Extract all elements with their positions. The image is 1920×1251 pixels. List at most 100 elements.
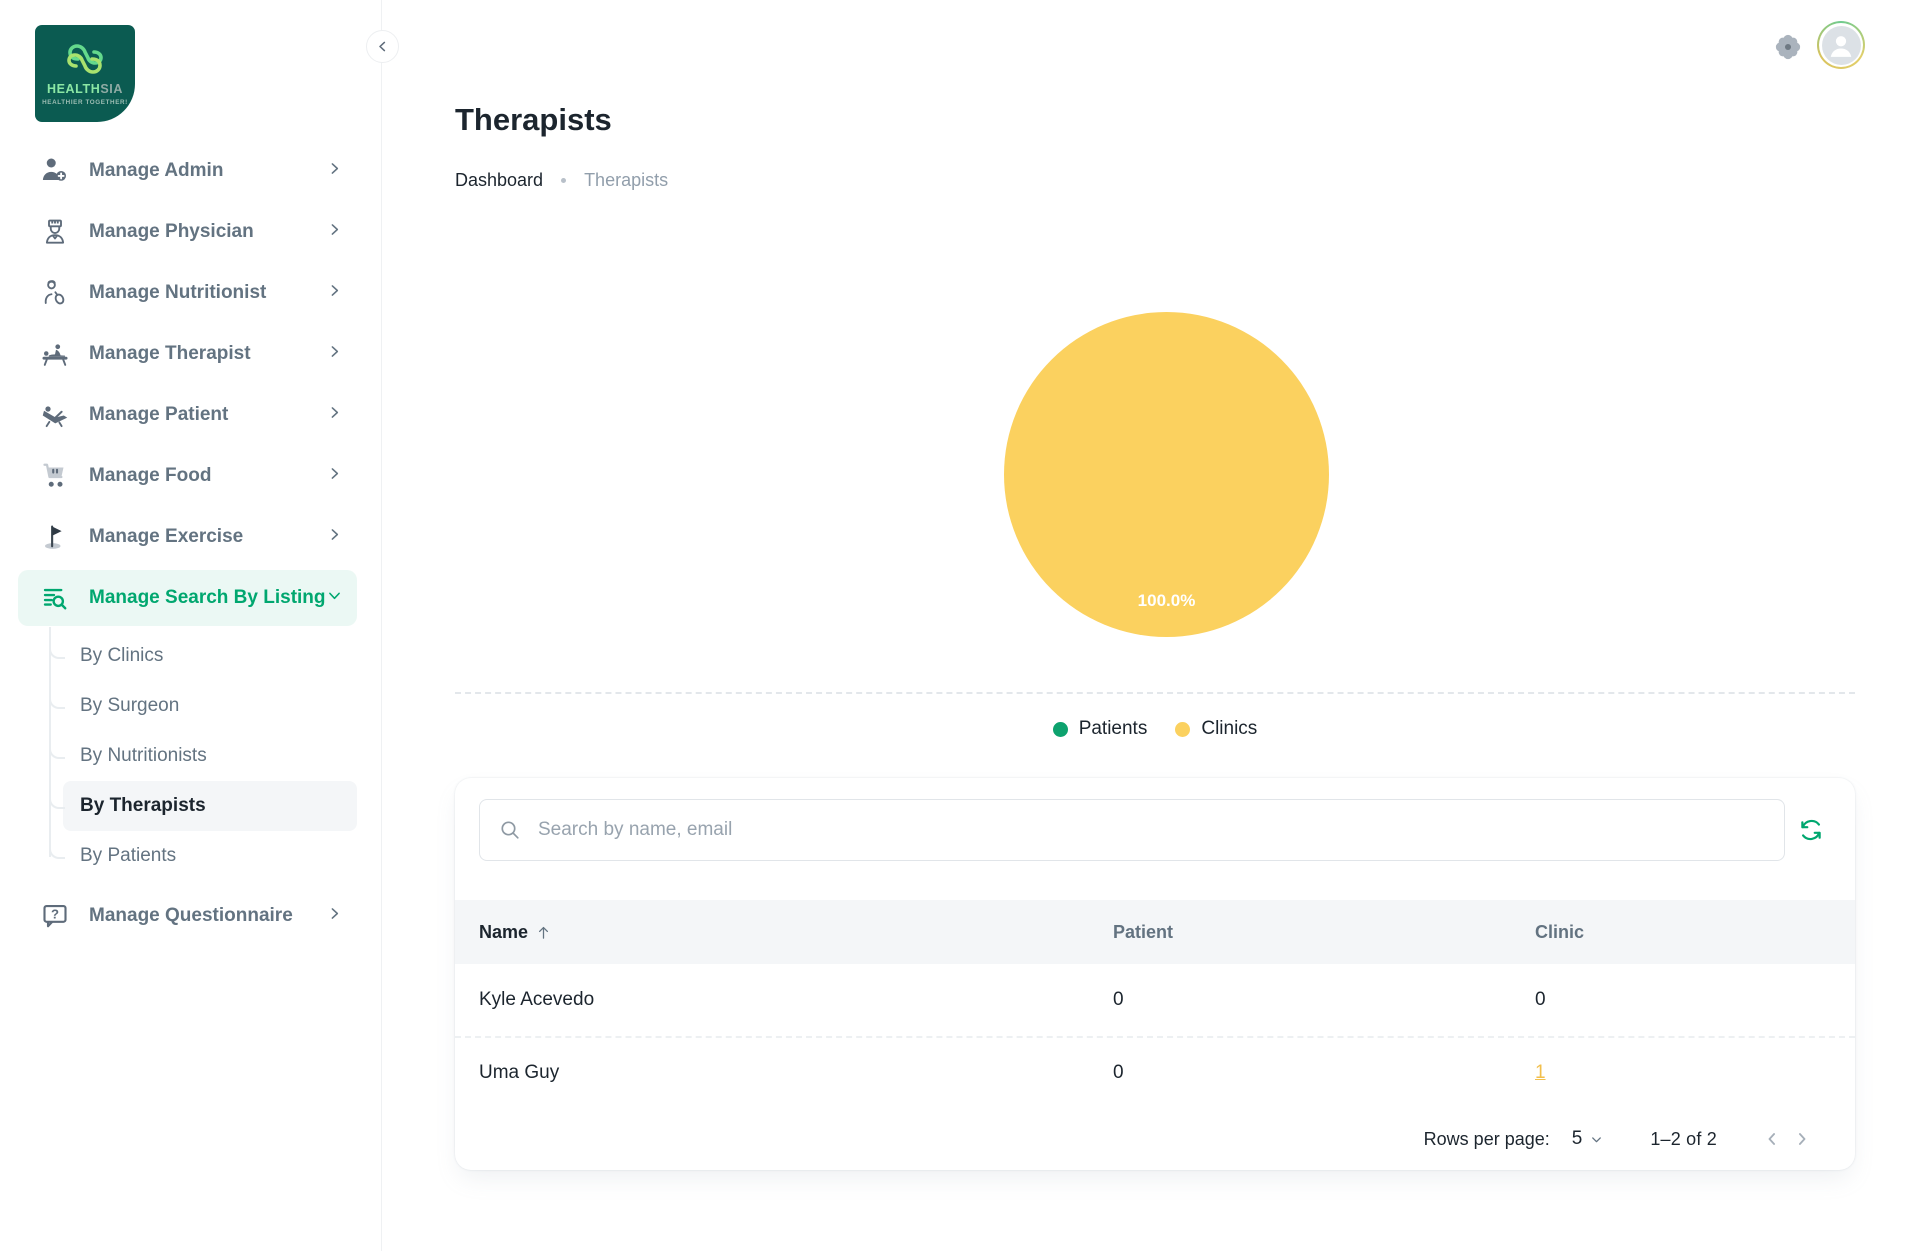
chevron-right-icon bbox=[326, 526, 343, 548]
account-avatar[interactable] bbox=[1817, 21, 1865, 69]
chevron-down-icon bbox=[1592, 1136, 1602, 1142]
logo-tagline: HEALTHIER TOGETHER! bbox=[42, 98, 128, 106]
table-row[interactable]: Uma Guy 0 1 bbox=[455, 1036, 1855, 1108]
pie-slice-percentage-label: 100.0% bbox=[1137, 591, 1196, 610]
chevron-right-icon bbox=[326, 282, 343, 304]
refresh-button[interactable] bbox=[1793, 812, 1829, 848]
search-by-listing-submenu: By Clinics By Surgeon By Nutritionists B… bbox=[18, 627, 357, 881]
refresh-icon bbox=[1801, 819, 1821, 841]
submenu-connector-line bbox=[49, 627, 51, 857]
search-input[interactable] bbox=[479, 799, 1785, 861]
legend-item-patients[interactable]: Patients bbox=[1052, 718, 1148, 740]
cell-name: Uma Guy bbox=[479, 1062, 560, 1083]
avatar-ring-gap bbox=[1819, 23, 1863, 67]
column-header-name[interactable]: Name bbox=[479, 922, 1113, 943]
therapists-table-card: Name Patient Clinic Kyle Acevedo 0 0 Uma… bbox=[455, 778, 1855, 1170]
previous-page-button[interactable] bbox=[1757, 1124, 1787, 1154]
sidebar-item-manage-food[interactable]: Manage Food bbox=[18, 448, 357, 504]
breadcrumb-therapists: Therapists bbox=[584, 170, 669, 190]
chevron-right-icon bbox=[326, 905, 343, 927]
sidebar-item-label: Manage Physician bbox=[89, 221, 254, 242]
settings-button[interactable] bbox=[1774, 33, 1802, 61]
sidebar-item-manage-questionnaire[interactable]: ? Manage Questionnaire bbox=[18, 888, 357, 944]
sidebar-item-label: Manage Therapist bbox=[89, 343, 251, 364]
chevron-right-icon bbox=[326, 160, 343, 182]
sidebar-item-manage-search-by-listing[interactable]: Manage Search By Listing bbox=[18, 570, 357, 626]
rows-per-page-value: 5 bbox=[1571, 1128, 1583, 1149]
sidebar-item-label: By Therapists bbox=[80, 795, 206, 816]
nutritionist-icon bbox=[40, 278, 70, 308]
sidebar-item-label: Manage Nutritionist bbox=[89, 282, 267, 303]
page-title: Therapists bbox=[455, 102, 612, 137]
sidebar-item-label: By Clinics bbox=[80, 645, 164, 666]
legend-item-clinics[interactable]: Clinics bbox=[1175, 718, 1257, 740]
sidebar-item-manage-physician[interactable]: Manage Physician bbox=[18, 204, 357, 260]
chevron-down-icon bbox=[326, 587, 343, 609]
chevron-right-icon bbox=[326, 404, 343, 426]
table-pagination: Rows per page: 5 1–2 of 2 bbox=[455, 1108, 1855, 1170]
cell-patient-count: 0 bbox=[1113, 1062, 1124, 1083]
avatar-placeholder bbox=[1821, 25, 1861, 65]
cell-name: Kyle Acevedo bbox=[479, 989, 595, 1010]
sidebar-collapse-button[interactable] bbox=[366, 30, 399, 63]
person-icon bbox=[1830, 36, 1852, 57]
sidebar-item-label: Manage Questionnaire bbox=[89, 905, 293, 926]
breadcrumb-separator-dot bbox=[561, 178, 567, 183]
chevron-left-icon bbox=[379, 41, 386, 52]
table-row[interactable]: Kyle Acevedo 0 0 bbox=[455, 964, 1855, 1036]
question-bubble-icon: ? bbox=[40, 901, 70, 931]
sidebar-item-manage-therapist[interactable]: Manage Therapist bbox=[18, 326, 357, 382]
sidebar-item-by-surgeon[interactable]: By Surgeon bbox=[49, 681, 357, 731]
massage-table-icon bbox=[40, 339, 70, 369]
clinics-color-dot bbox=[1175, 721, 1191, 737]
svg-text:?: ? bbox=[51, 907, 59, 922]
table-header-row: Name Patient Clinic bbox=[455, 900, 1855, 964]
sidebar-item-label: Manage Exercise bbox=[89, 526, 244, 547]
chart-legend: Patients Clinics bbox=[455, 718, 1855, 740]
sidebar-item-by-clinics[interactable]: By Clinics bbox=[49, 631, 357, 681]
legend-label: Clinics bbox=[1201, 718, 1258, 739]
sidebar-item-label: Manage Search By Listing bbox=[89, 587, 326, 608]
chevron-right-icon bbox=[326, 343, 343, 365]
sidebar-divider bbox=[381, 0, 382, 1251]
pie-chart-clinics-slice[interactable]: 100.0% bbox=[1004, 312, 1329, 637]
page-range-label: 1–2 of 2 bbox=[1650, 1128, 1717, 1149]
rows-per-page-select[interactable]: 5 bbox=[1572, 1128, 1605, 1150]
column-header-patient[interactable]: Patient bbox=[1113, 921, 1174, 942]
physician-icon bbox=[40, 217, 70, 247]
sidebar-item-manage-admin[interactable]: Manage Admin bbox=[18, 143, 357, 199]
rows-per-page-label: Rows per page: bbox=[1423, 1128, 1550, 1149]
sidebar: HEALTHSIA HEALTHIER TOGETHER! Manage Adm… bbox=[0, 0, 381, 1251]
recliner-patient-icon bbox=[40, 400, 70, 430]
chevron-right-icon bbox=[1799, 1133, 1806, 1145]
sidebar-item-manage-patient[interactable]: Manage Patient bbox=[18, 387, 357, 443]
sidebar-item-label: By Surgeon bbox=[80, 695, 180, 716]
cell-clinic-count-link[interactable]: 1 bbox=[1535, 1062, 1546, 1083]
sidebar-item-by-therapists[interactable]: By Therapists bbox=[49, 781, 357, 831]
chevron-left-icon bbox=[1768, 1133, 1775, 1145]
gear-icon bbox=[1775, 34, 1801, 60]
column-label: Name bbox=[479, 921, 529, 942]
flag-icon bbox=[40, 522, 70, 552]
shopping-cart-icon bbox=[40, 461, 70, 491]
sidebar-menu: Manage Admin Manage Physician Manage Nut… bbox=[0, 143, 381, 949]
legend-label: Patients bbox=[1078, 718, 1148, 739]
sidebar-item-manage-nutritionist[interactable]: Manage Nutritionist bbox=[18, 265, 357, 321]
sidebar-item-label: Manage Food bbox=[89, 465, 212, 486]
chevron-right-icon bbox=[326, 465, 343, 487]
sidebar-item-manage-exercise[interactable]: Manage Exercise bbox=[18, 509, 357, 565]
sidebar-item-by-nutritionists[interactable]: By Nutritionists bbox=[49, 731, 357, 781]
breadcrumb-dashboard[interactable]: Dashboard bbox=[455, 170, 544, 190]
patients-color-dot bbox=[1052, 721, 1068, 737]
column-header-clinic[interactable]: Clinic bbox=[1535, 921, 1585, 942]
app-logo[interactable]: HEALTHSIA HEALTHIER TOGETHER! bbox=[35, 25, 135, 122]
chart-dashed-separator bbox=[455, 692, 1855, 694]
sort-ascending-icon bbox=[538, 926, 549, 939]
next-page-button[interactable] bbox=[1787, 1124, 1817, 1154]
sidebar-item-label: By Nutritionists bbox=[80, 745, 207, 766]
sidebar-item-label: By Patients bbox=[80, 845, 177, 866]
sidebar-item-by-patients[interactable]: By Patients bbox=[49, 831, 357, 881]
breadcrumb: Dashboard Therapists bbox=[455, 170, 668, 191]
sidebar-item-label: Manage Patient bbox=[89, 404, 229, 425]
logo-title: HEALTHSIA bbox=[46, 81, 123, 96]
